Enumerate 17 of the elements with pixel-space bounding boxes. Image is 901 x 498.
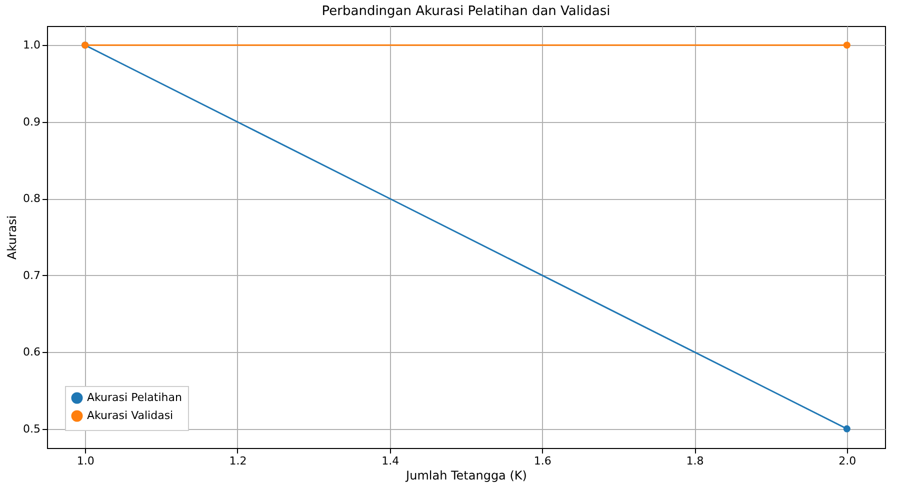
chart-title: Perbandingan Akurasi Pelatihan dan Validasi (322, 4, 610, 19)
y-tick-label: 0.5 (23, 422, 40, 436)
y-axis-title: Akurasi (5, 215, 20, 260)
y-tick-label: 0.6 (23, 346, 40, 359)
y-tick-label: 1.0 (23, 38, 40, 52)
legend-label: Akurasi Validasi (87, 409, 174, 422)
y-tick-label: 0.9 (23, 115, 40, 128)
y-tick-label: 0.7 (23, 268, 40, 282)
x-tick-label: 1.6 (534, 454, 552, 468)
x-axis-title: Jumlah Tetangga (K) (405, 468, 527, 482)
x-tick-label: 1.4 (382, 454, 400, 468)
x-tick-label: 1.2 (229, 454, 247, 468)
legend-label: Akurasi Pelatihan (87, 391, 182, 404)
x-tick-label: 1.8 (686, 454, 704, 468)
x-tick-label: 1.0 (76, 454, 94, 468)
y-tick-label: 0.8 (23, 192, 40, 206)
x-tick-label: 2.0 (838, 454, 856, 468)
